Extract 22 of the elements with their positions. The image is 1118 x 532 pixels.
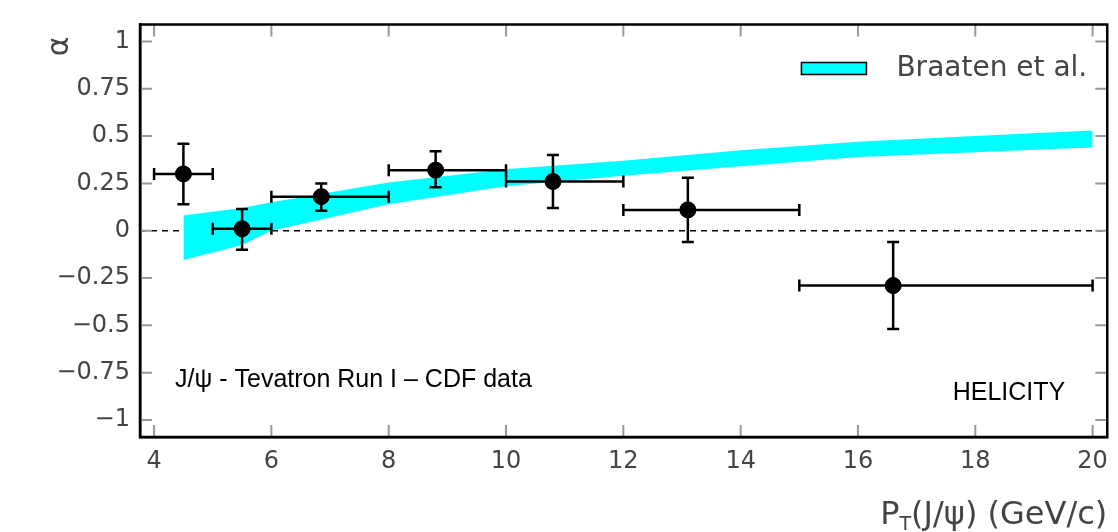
- x-tick-label: 12: [608, 445, 639, 474]
- x-tick-label: 8: [381, 445, 397, 474]
- x-tick-label: 4: [146, 445, 162, 474]
- y-tick-label: 0.5: [91, 120, 130, 149]
- x-tick-label: 10: [490, 445, 522, 474]
- y-tick-label: 1: [114, 25, 130, 54]
- x-tick-label: 16: [842, 445, 874, 474]
- y-tick-label: −1: [94, 404, 130, 433]
- x-tick-label: 6: [263, 445, 280, 474]
- y-tick-label: 0.75: [76, 72, 130, 101]
- annotation: J/ψ - Tevatron Run I – CDF data: [175, 364, 532, 392]
- y-axis-title: α: [39, 36, 75, 57]
- x-tick-label: 20: [1077, 445, 1108, 474]
- y-tick-label: 0.25: [76, 167, 130, 196]
- y-tick-label: 0: [114, 214, 130, 243]
- y-tick-label: −0.75: [56, 356, 130, 385]
- annotation: HELICITY: [952, 377, 1066, 405]
- x-tick-label: 14: [725, 445, 756, 474]
- y-tick-label: −0.5: [71, 309, 130, 338]
- legend-label: Braaten et al.: [896, 49, 1088, 83]
- y-tick-label: −0.25: [56, 262, 130, 291]
- x-tick-label: 18: [960, 445, 991, 474]
